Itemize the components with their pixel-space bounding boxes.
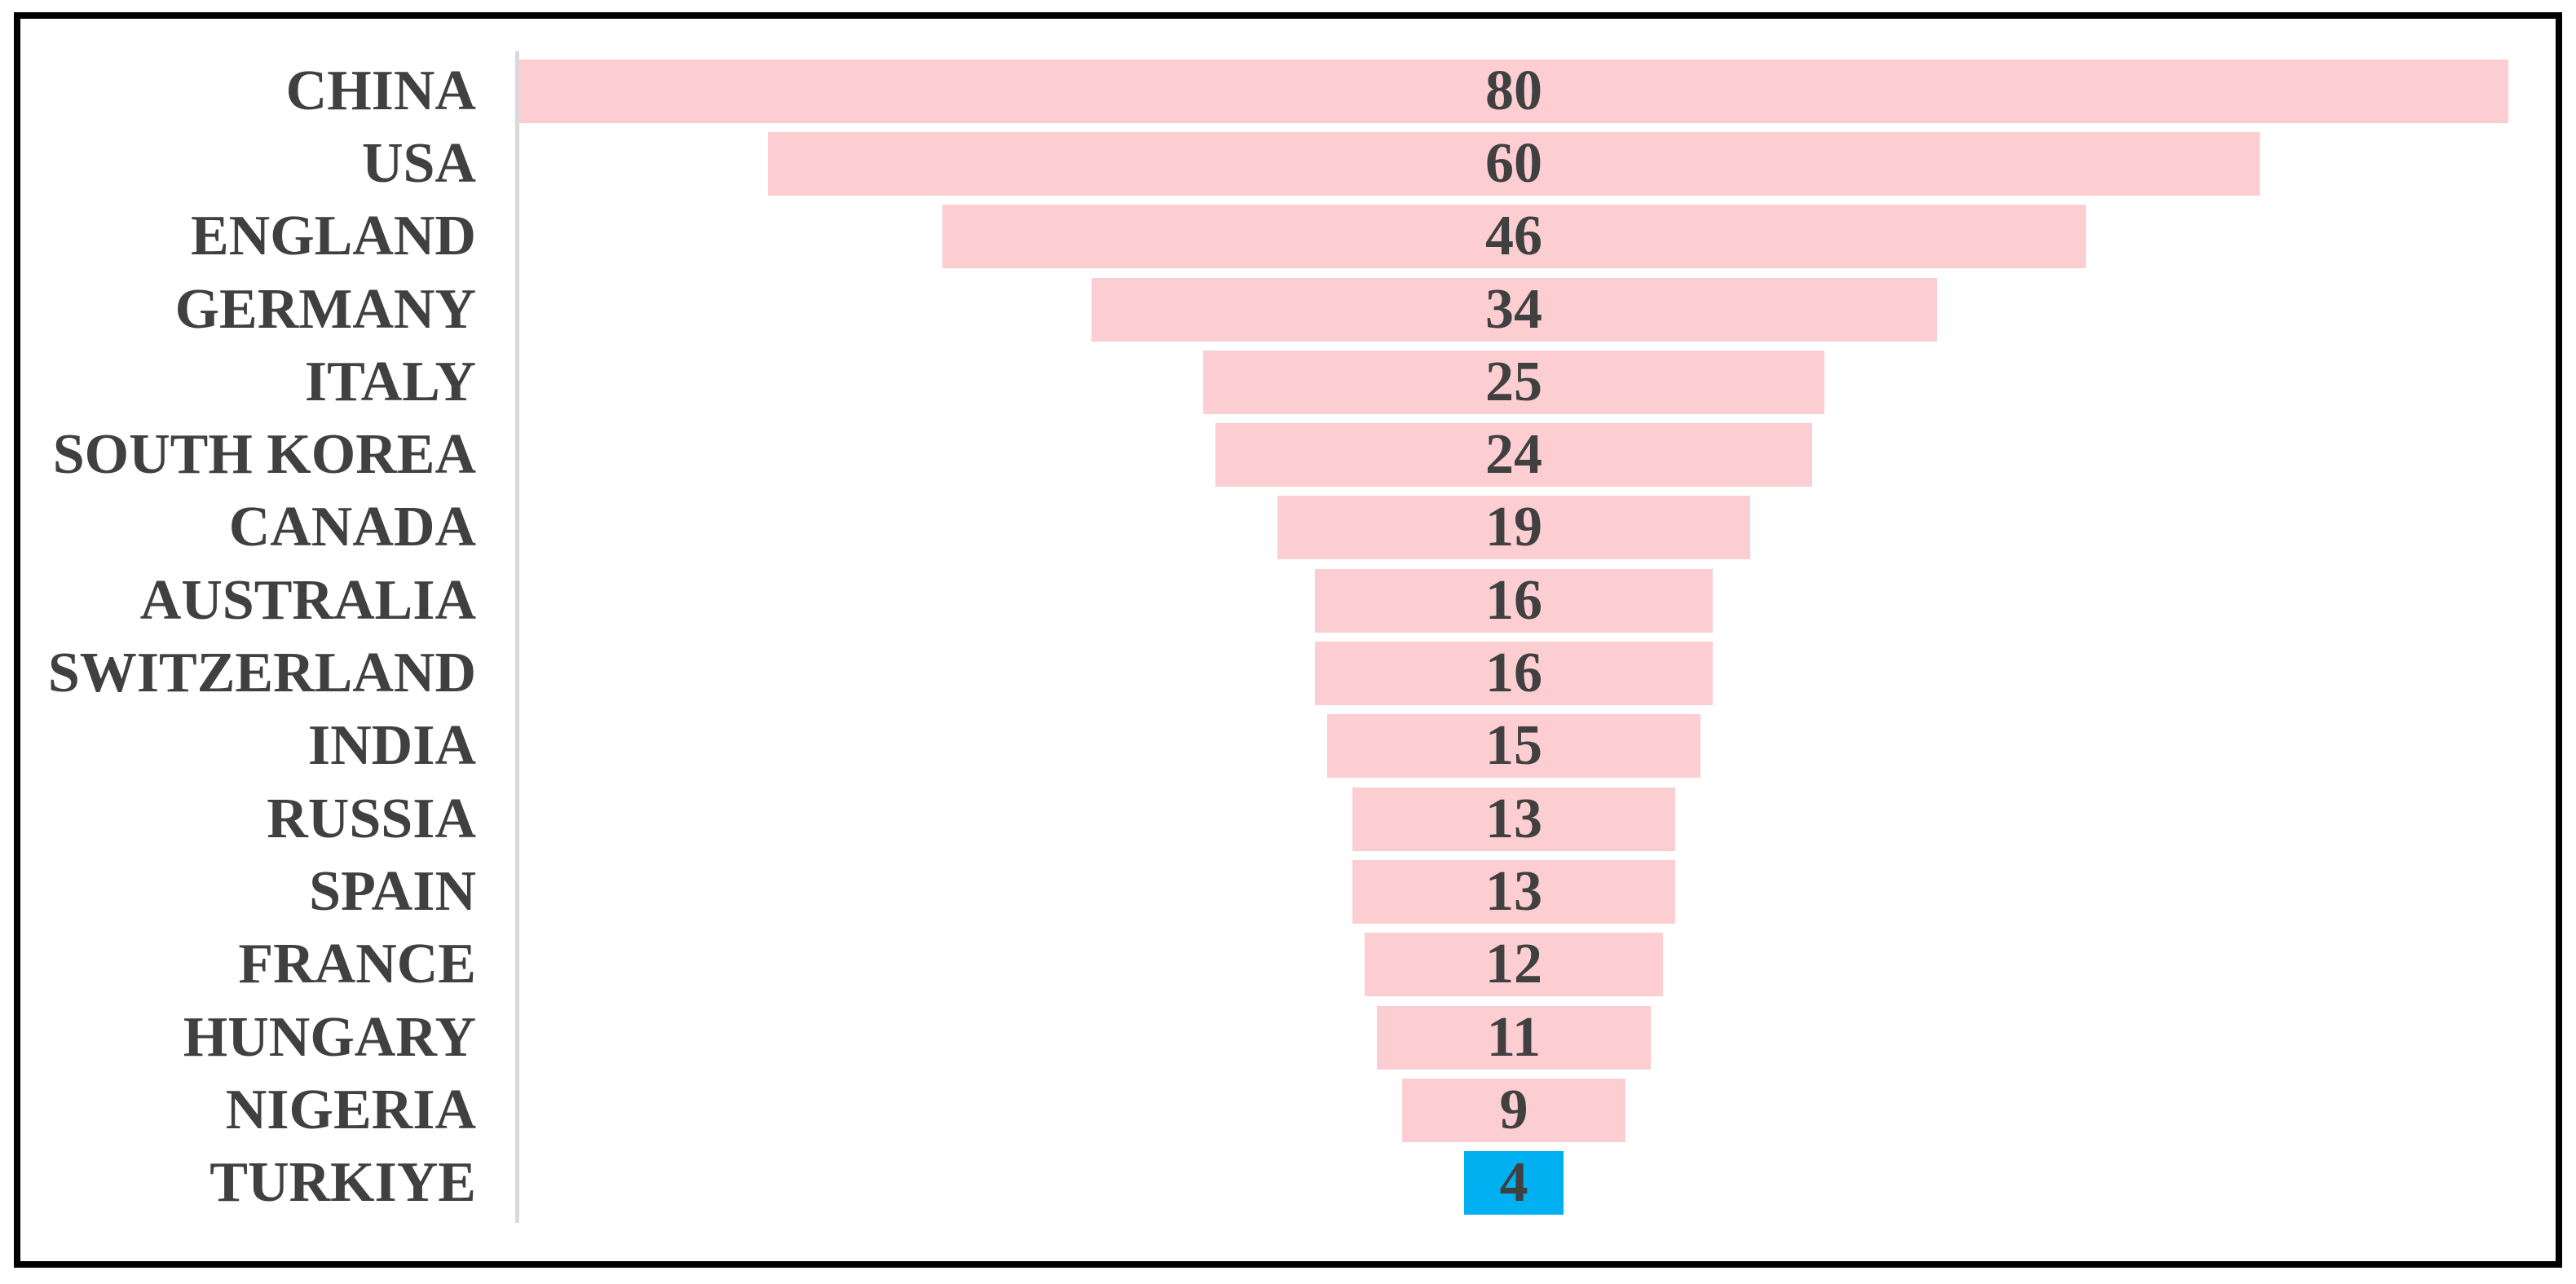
category-label: ITALY	[304, 350, 476, 413]
category-label: CANADA	[228, 496, 476, 559]
chart-row: NIGERIA 9	[20, 1074, 2556, 1146]
chart-row: USA 60	[20, 127, 2556, 200]
funnel-bar: 13	[1352, 859, 1676, 924]
bar-area: 16	[519, 564, 2508, 637]
bar-area: 19	[519, 492, 2508, 564]
category-label: SWITZERLAND	[47, 642, 476, 705]
chart-row: SPAIN 13	[20, 855, 2556, 928]
bar-area: 15	[519, 710, 2508, 783]
bar-area: 13	[519, 783, 2508, 855]
chart-row: CHINA 80	[20, 55, 2556, 127]
category-label: TURKIYE	[210, 1151, 476, 1215]
value-label: 13	[1485, 787, 1542, 850]
bar-area: 80	[519, 55, 2508, 127]
bar-area: 46	[519, 201, 2508, 273]
chart-row: ENGLAND 46	[20, 201, 2556, 273]
funnel-bar: 9	[1401, 1078, 1626, 1142]
category-label: AUSTRALIA	[139, 568, 476, 632]
value-label: 9	[1499, 1078, 1528, 1141]
value-label: 24	[1485, 423, 1542, 487]
bar-area: 24	[519, 418, 2508, 491]
category-label: NIGERIA	[225, 1078, 476, 1141]
funnel-bar: 12	[1365, 933, 1663, 997]
category-label: FRANCE	[238, 933, 476, 996]
bar-area: 16	[519, 637, 2508, 709]
funnel-bar: 4	[1464, 1151, 1564, 1216]
bar-area: 25	[519, 346, 2508, 418]
value-label: 46	[1485, 205, 1542, 268]
bar-area: 9	[519, 1074, 2508, 1146]
category-label: CHINA	[285, 59, 476, 122]
value-label: 34	[1485, 277, 1542, 341]
value-label: 16	[1485, 568, 1542, 632]
value-label: 13	[1485, 859, 1542, 923]
value-label: 11	[1486, 1005, 1542, 1069]
chart-row: ITALY 25	[20, 346, 2556, 418]
value-label: 60	[1485, 131, 1542, 195]
funnel-bar: 46	[942, 205, 2086, 269]
value-label: 15	[1485, 714, 1542, 778]
category-label: RUSSIA	[267, 787, 476, 850]
value-label: 16	[1485, 642, 1542, 705]
funnel-chart: CHINA 80 USA 60 ENGLAND 46 GERMANY 34	[20, 51, 2556, 1223]
bar-area: 34	[519, 273, 2508, 346]
bar-area: 4	[519, 1146, 2508, 1219]
funnel-bar: 19	[1277, 496, 1750, 560]
chart-row: SWITZERLAND 16	[20, 637, 2556, 709]
funnel-bar: 15	[1327, 714, 1700, 779]
value-label: 25	[1485, 350, 1542, 413]
value-label: 4	[1499, 1151, 1528, 1215]
funnel-bar: 80	[519, 59, 2508, 123]
funnel-bar: 24	[1215, 423, 1812, 488]
funnel-bar: 25	[1202, 350, 1825, 414]
chart-row: SOUTH KOREA 24	[20, 418, 2556, 491]
funnel-bar: 34	[1091, 277, 1937, 342]
chart-row: CANADA 19	[20, 492, 2556, 564]
funnel-bar: 13	[1352, 787, 1676, 851]
chart-frame: CHINA 80 USA 60 ENGLAND 46 GERMANY 34	[14, 12, 2562, 1268]
funnel-bar: 60	[768, 131, 2260, 196]
category-label: ENGLAND	[190, 205, 476, 268]
bar-area: 11	[519, 1001, 2508, 1074]
chart-row: RUSSIA 13	[20, 783, 2556, 855]
chart-row: GERMANY 34	[20, 273, 2556, 346]
category-label: GERMANY	[174, 277, 476, 341]
bar-area: 12	[519, 929, 2508, 1001]
category-label: INDIA	[307, 714, 476, 778]
chart-row: INDIA 15	[20, 710, 2556, 783]
chart-row: TURKIYE 4	[20, 1146, 2556, 1219]
category-label: SOUTH KOREA	[52, 423, 476, 487]
category-label: HUNGARY	[183, 1005, 476, 1069]
category-label: SPAIN	[309, 859, 476, 923]
funnel-bar: 16	[1315, 642, 1713, 706]
category-axis-line	[515, 51, 519, 1223]
bar-area: 60	[519, 127, 2508, 200]
value-label: 80	[1485, 59, 1542, 122]
chart-row: AUSTRALIA 16	[20, 564, 2556, 637]
funnel-bar: 11	[1377, 1005, 1651, 1070]
value-label: 19	[1485, 496, 1542, 559]
category-label: USA	[361, 131, 476, 195]
funnel-bar: 16	[1315, 568, 1713, 633]
value-label: 12	[1485, 933, 1542, 996]
chart-row: HUNGARY 11	[20, 1001, 2556, 1074]
bar-area: 13	[519, 855, 2508, 928]
chart-row: FRANCE 12	[20, 929, 2556, 1001]
